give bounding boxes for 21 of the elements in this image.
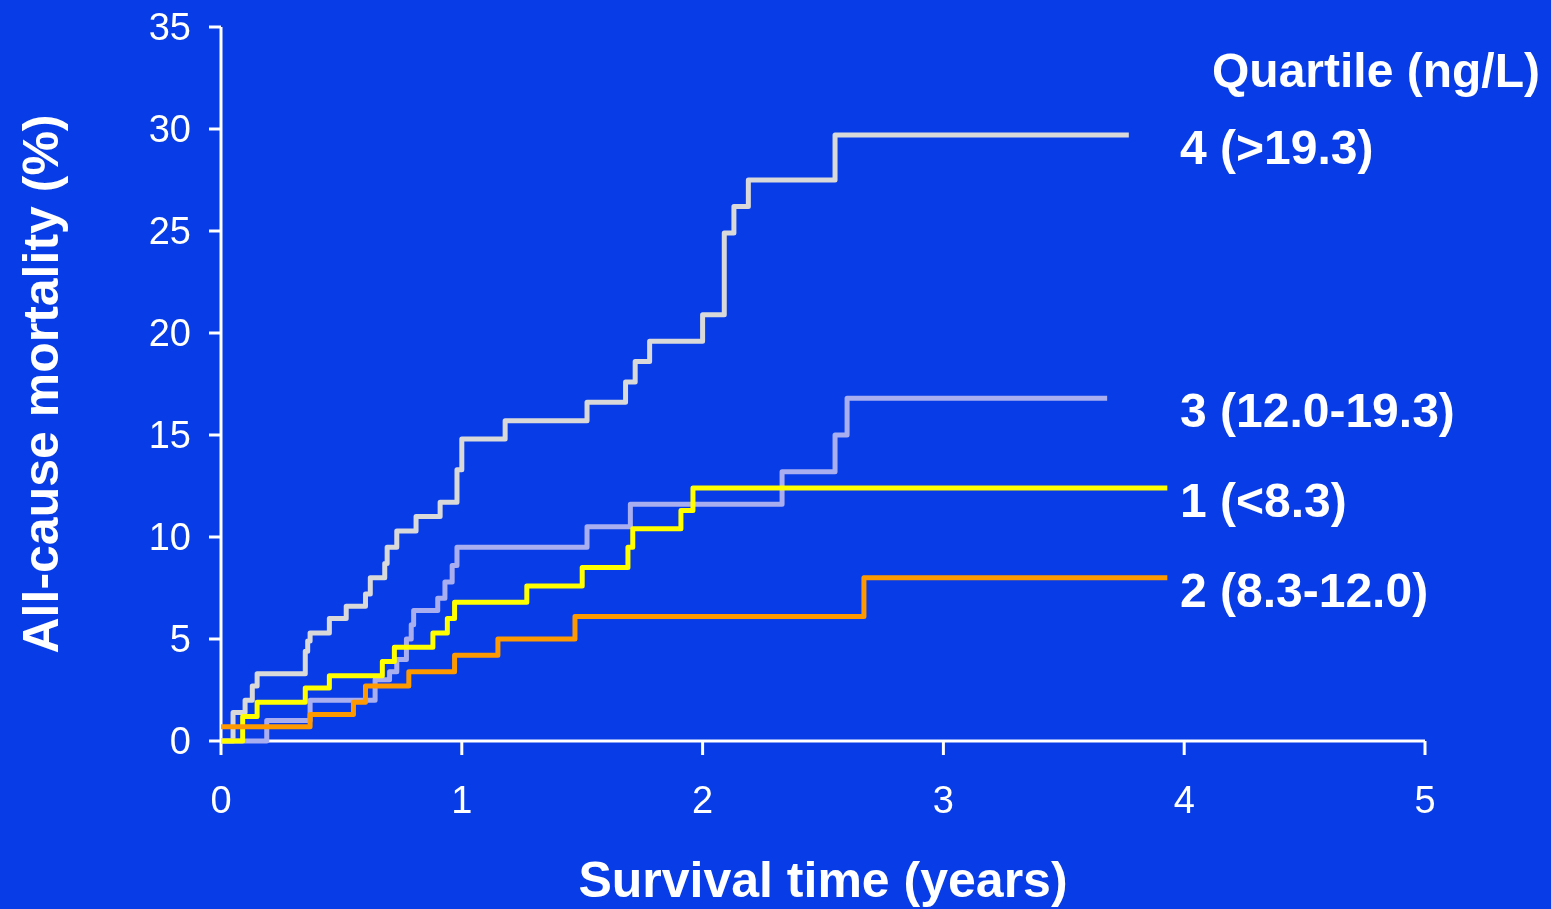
x-axis-title: Survival time (years)	[578, 852, 1068, 908]
y-tick-label: 10	[148, 516, 191, 559]
y-tick-label: 20	[148, 312, 191, 355]
x-tick-label: 5	[1414, 779, 1436, 821]
series-label: 3 (12.0-19.3)	[1180, 384, 1455, 438]
series-label: 1 (<8.3)	[1180, 473, 1347, 527]
x-tick-label: 0	[210, 779, 232, 821]
x-tick-label: 4	[1173, 779, 1195, 821]
legend-title: Quartile (ng/L)	[1212, 43, 1540, 97]
x-tick-label: 2	[692, 779, 714, 821]
series-label: 2 (8.3-12.0)	[1180, 563, 1429, 617]
y-tick-label: 15	[148, 414, 191, 457]
y-axis-title: All-cause mortality (%)	[13, 114, 69, 654]
series-label: 4 (>19.3)	[1180, 120, 1374, 174]
y-tick-label: 0	[169, 720, 191, 763]
y-tick-label: 35	[148, 6, 191, 49]
x-tick-label: 3	[932, 779, 954, 821]
y-tick-label: 5	[169, 618, 191, 661]
y-tick-label: 25	[148, 210, 191, 253]
y-tick-label: 30	[148, 108, 191, 151]
x-tick-label: 1	[451, 779, 473, 821]
